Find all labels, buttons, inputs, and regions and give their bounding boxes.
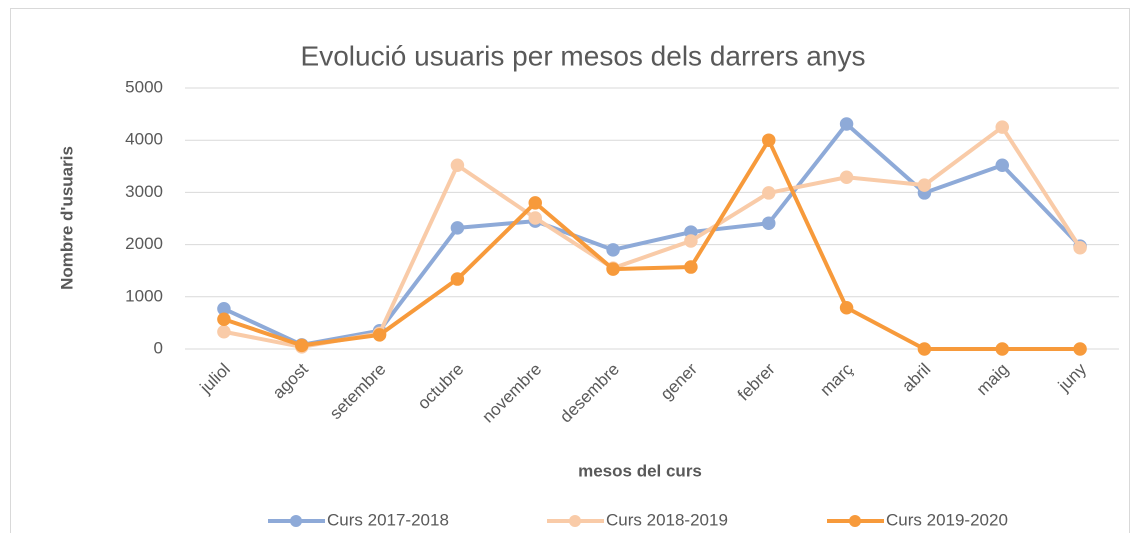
data-point <box>1073 240 1087 255</box>
data-point <box>217 325 231 339</box>
data-point <box>606 262 620 276</box>
y-tick-label: 5000 <box>125 77 163 96</box>
data-point <box>917 178 932 192</box>
data-point <box>762 216 776 230</box>
data-point <box>762 186 776 200</box>
data-point <box>450 158 465 173</box>
legend-marker <box>569 515 581 527</box>
legend-marker <box>849 515 861 527</box>
data-point <box>528 211 542 225</box>
y-tick-label: 3000 <box>125 182 163 201</box>
legend-label: Curs 2017-2018 <box>327 510 449 529</box>
data-point <box>528 196 542 210</box>
x-axis-label: mesos del curs <box>578 461 702 480</box>
data-point <box>217 312 231 326</box>
data-point <box>684 234 698 248</box>
data-point <box>839 170 854 185</box>
y-axis-label: Nombre d'usuaris <box>57 146 76 290</box>
data-point <box>606 243 620 257</box>
data-point <box>1073 342 1087 356</box>
data-point <box>839 301 854 315</box>
data-point <box>839 117 854 131</box>
data-point <box>917 342 932 356</box>
data-point <box>762 133 776 147</box>
data-point <box>450 272 465 286</box>
legend-marker <box>290 515 302 527</box>
series-line <box>223 122 1082 347</box>
data-point <box>995 120 1009 134</box>
y-tick-label: 0 <box>154 338 163 357</box>
y-tick-label: 2000 <box>125 234 163 253</box>
legend-label: Curs 2018-2019 <box>606 510 728 529</box>
data-point <box>995 342 1009 356</box>
data-point <box>295 338 309 353</box>
legend-label: Curs 2019-2020 <box>886 510 1008 529</box>
chart-frame <box>10 8 1130 538</box>
data-point <box>450 221 465 235</box>
series-line <box>223 138 1081 351</box>
data-point <box>995 158 1009 173</box>
data-point <box>684 260 698 274</box>
y-tick-label: 4000 <box>125 130 163 149</box>
chart-title: Evolució usuaris per mesos dels darrers … <box>301 40 866 71</box>
y-tick-label: 1000 <box>125 286 163 305</box>
data-point <box>372 328 387 342</box>
